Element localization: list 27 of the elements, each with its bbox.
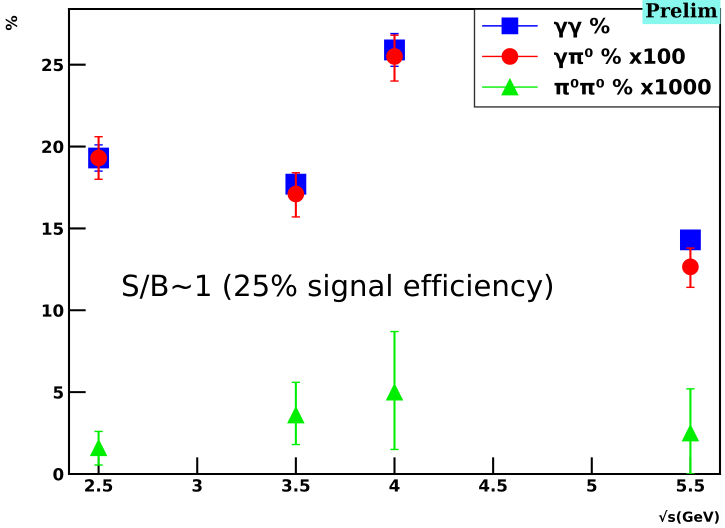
point bbox=[288, 406, 304, 424]
x-axis-title: √s(GeV) bbox=[658, 510, 719, 524]
y-tick-label: 5 bbox=[54, 386, 63, 399]
y-tick-label: 0 bbox=[53, 468, 64, 481]
y-axis-title: % bbox=[6, 16, 18, 30]
x-tick-label: 3 bbox=[192, 479, 202, 492]
legend-label: γπ⁰ % x100 bbox=[554, 48, 685, 68]
x-tick-label: 4.5 bbox=[479, 479, 507, 492]
point bbox=[680, 229, 701, 250]
legend-label: π⁰π⁰ % x1000 bbox=[554, 78, 711, 95]
y-tick-label: 20 bbox=[42, 140, 64, 154]
y-tick-label: 25 bbox=[42, 58, 63, 72]
y-tick-label: 15 bbox=[42, 222, 63, 235]
point bbox=[386, 384, 403, 400]
point bbox=[288, 186, 304, 202]
legend-label: γγ % bbox=[554, 18, 610, 38]
x-tick-label: 5.5 bbox=[676, 479, 704, 492]
y-tick-label: 10 bbox=[42, 304, 64, 317]
annotation: Prelim bbox=[646, 2, 718, 18]
x-tick-label: 4 bbox=[389, 479, 400, 492]
point bbox=[90, 439, 107, 456]
x-tick-label: 3.5 bbox=[282, 479, 310, 492]
annotation: S/B~1 (25% signal efficiency) bbox=[123, 274, 552, 302]
x-tick-label: 2.5 bbox=[85, 479, 112, 492]
point bbox=[682, 424, 699, 442]
x-tick-label: 5 bbox=[587, 479, 596, 492]
point bbox=[682, 258, 699, 276]
